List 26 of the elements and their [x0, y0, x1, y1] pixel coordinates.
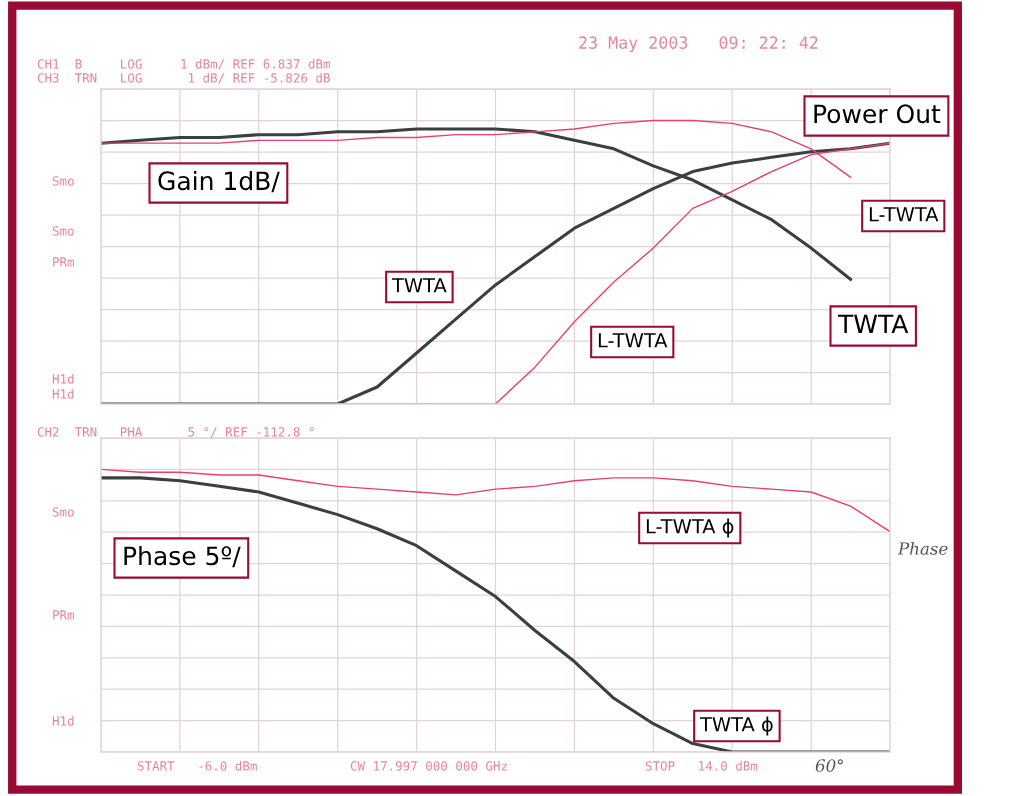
text: CH1 B LOG 1 dBm/ REF 6.837 dBm [37, 58, 330, 70]
text: Smo [52, 226, 74, 236]
text: CH2 TRN PHA 5 °/ REF -112.8 ° [37, 427, 314, 438]
text: CH3 TRN LOG 1 dB/ REF -5.826 dB [37, 72, 330, 84]
text: 23 May 2003 09: 22: 42 [579, 36, 818, 53]
text: Smo [52, 507, 74, 517]
series-label: L-TWTA [869, 207, 939, 222]
series-label: L-TWTA ϕ [646, 518, 734, 538]
series-label: TWTA [391, 278, 447, 293]
text: 60° [815, 759, 843, 772]
text: Phase [897, 541, 948, 555]
annotation: Power Out [814, 104, 941, 124]
text: Smo [52, 176, 74, 186]
series-label: L-TWTA [598, 333, 668, 348]
annotation: Phase 5º/ [124, 545, 241, 568]
text: H1d [52, 388, 74, 399]
text: H1d [52, 373, 74, 384]
text: H1d [52, 715, 74, 726]
series-label: TWTA ϕ [699, 716, 773, 736]
annotation: Gain 1dB/ [158, 170, 280, 193]
series-label: TWTA [837, 314, 909, 333]
text: PRm [53, 610, 74, 620]
text: START -6.0 dBm [137, 760, 257, 771]
text: STOP 14.0 dBm [645, 760, 758, 771]
text: CW 17.997 000 000 GHz [350, 761, 507, 771]
text: PRm [53, 257, 74, 267]
